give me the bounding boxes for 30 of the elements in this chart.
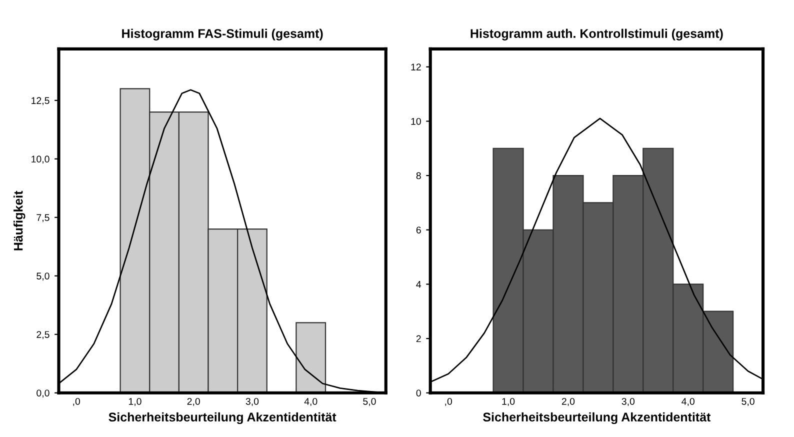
y-tick-label: 2,5 [36, 331, 50, 340]
x-tick-label: 3,0 [622, 398, 635, 406]
y-tick-label: 0 [416, 390, 421, 396]
x-tick-label: 2,0 [562, 398, 575, 406]
x-tick-label: 1,0 [128, 398, 142, 406]
y-tick-label: 10,0 [32, 156, 50, 164]
y-tick-label: 2 [416, 335, 421, 342]
y-tick-label: 12 [411, 64, 421, 70]
y-tick-label: 0,0 [36, 390, 50, 398]
x-tick-label: 5,0 [742, 398, 754, 406]
x-tick-label: ,0 [73, 398, 80, 406]
x-tick-label: 4,0 [304, 398, 318, 406]
chart-title: Histogramm FAS-Stimuli (gesamt) [122, 28, 323, 40]
y-tick-label: 5,0 [36, 272, 50, 281]
y-tick-label: 8 [416, 172, 421, 180]
y-tick-label: 12,5 [32, 97, 50, 106]
x-axis-title: Sicherheitsbeurteilung Akzentidentität [108, 412, 336, 424]
x-tick-label: 3,0 [246, 398, 259, 406]
x-tick-label: 2,0 [187, 398, 200, 406]
y-tick-label: 4 [416, 281, 422, 288]
y-axis-title: Häufigkeit [14, 190, 26, 250]
y-tick-label: 7,5 [36, 214, 50, 222]
chart-title: Histogramm auth. Kontrollstimuli (gesamt) [470, 28, 723, 40]
x-tick-label: 5,0 [363, 398, 376, 406]
y-tick-label: 6 [416, 226, 421, 234]
x-axis-title: Sicherheitsbeurteilung Akzentidentität [483, 412, 711, 424]
x-tick-label: 1,0 [502, 398, 515, 406]
x-tick-label: ,0 [445, 398, 452, 406]
x-tick-label: 4,0 [682, 398, 694, 406]
y-tick-label: 10 [411, 118, 421, 125]
